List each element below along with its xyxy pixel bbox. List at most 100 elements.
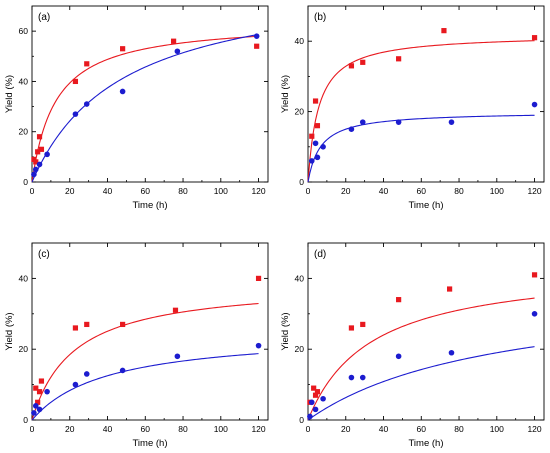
x-tick-label: 20 bbox=[341, 186, 351, 196]
plot-frame bbox=[307, 5, 545, 183]
x-tick-label: 20 bbox=[341, 424, 351, 434]
data-point-square bbox=[348, 63, 355, 69]
data-point-square bbox=[309, 133, 315, 139]
data-point-square bbox=[447, 286, 453, 292]
x-tick-label: 40 bbox=[103, 186, 113, 196]
data-point-square bbox=[312, 392, 319, 398]
x-tick-label: 120 bbox=[527, 186, 541, 196]
fit-curve-red bbox=[31, 35, 259, 183]
x-tick-label: 0 bbox=[306, 186, 311, 196]
x-tick-label: 80 bbox=[178, 424, 188, 434]
x-tick-label: 80 bbox=[178, 186, 188, 196]
data-point-square bbox=[254, 43, 260, 49]
data-point-circle bbox=[314, 154, 321, 161]
y-tick-label: 0 bbox=[299, 415, 304, 425]
data-point-circle bbox=[531, 311, 538, 317]
fit-curve-blue bbox=[31, 353, 259, 421]
x-tick-label: 100 bbox=[214, 424, 228, 434]
plot-frame bbox=[31, 5, 269, 183]
x-tick-label: 100 bbox=[490, 186, 504, 196]
data-point-square bbox=[33, 385, 39, 391]
data-point-circle bbox=[32, 403, 39, 409]
data-point-circle bbox=[448, 349, 455, 356]
data-point-square bbox=[171, 38, 177, 44]
y-axis-title: Yield (%) bbox=[4, 312, 15, 350]
data-point-circle bbox=[348, 374, 355, 381]
y-tick-label: 40 bbox=[295, 36, 305, 46]
panel-label: (d) bbox=[314, 249, 326, 260]
data-point-square bbox=[84, 61, 90, 67]
data-point-square bbox=[255, 275, 262, 281]
data-point-circle bbox=[83, 371, 90, 377]
data-point-circle bbox=[312, 140, 319, 147]
chart-panel-3: 0 20 40 60 80 100 120 0 20 40 Time (h) Yield (%) (c) bbox=[4, 242, 269, 449]
x-tick-label: 100 bbox=[214, 186, 228, 196]
y-tick-label: 60 bbox=[19, 26, 29, 36]
data-point-square bbox=[35, 149, 41, 155]
fit-curve-blue bbox=[307, 114, 535, 183]
x-tick-label: 40 bbox=[379, 424, 389, 434]
data-point-square bbox=[396, 297, 402, 303]
data-point-circle bbox=[119, 88, 126, 95]
y-tick-label: 40 bbox=[295, 273, 305, 283]
data-point-circle bbox=[83, 101, 90, 107]
data-point-circle bbox=[174, 353, 181, 360]
data-point-square bbox=[36, 134, 43, 140]
y-tick-label: 20 bbox=[295, 344, 305, 354]
data-point-square bbox=[72, 78, 79, 85]
x-axis-title: Time (h) bbox=[408, 438, 443, 449]
x-tick-label: 120 bbox=[527, 424, 541, 434]
data-point-circle bbox=[448, 119, 455, 125]
data-point-circle bbox=[359, 374, 366, 381]
data-point-circle bbox=[359, 119, 366, 125]
data-point-circle bbox=[72, 381, 79, 388]
data-point-circle bbox=[44, 151, 50, 158]
y-tick-label: 20 bbox=[295, 107, 305, 117]
y-axis-title: Yield (%) bbox=[4, 75, 15, 113]
data-point-square bbox=[314, 123, 321, 129]
data-point-circle bbox=[348, 126, 355, 132]
y-tick-label: 20 bbox=[19, 127, 29, 137]
data-point-square bbox=[120, 321, 126, 328]
data-point-circle bbox=[320, 144, 326, 150]
data-point-square bbox=[531, 272, 538, 278]
y-tick-label: 20 bbox=[19, 344, 29, 354]
x-tick-label: 20 bbox=[65, 424, 75, 434]
data-point-circle bbox=[395, 353, 402, 360]
chart-panel-4: 0 20 40 60 80 100 120 0 20 40 Time (h) Yield (%) (d) bbox=[280, 242, 545, 449]
data-point-square bbox=[312, 98, 319, 104]
data-point-circle bbox=[531, 101, 538, 108]
data-point-square bbox=[360, 321, 366, 328]
fit-curve-red bbox=[31, 302, 259, 421]
fit-curve-blue bbox=[31, 33, 259, 183]
data-point-square bbox=[314, 389, 321, 395]
y-tick-label: 0 bbox=[23, 415, 28, 425]
data-point-square bbox=[172, 307, 179, 313]
data-point-circle bbox=[72, 111, 79, 117]
data-point-circle bbox=[31, 171, 37, 178]
x-tick-label: 60 bbox=[141, 424, 151, 434]
data-point-square bbox=[72, 325, 79, 331]
x-tick-label: 0 bbox=[30, 186, 35, 196]
chart-panel-1: 0 20 40 60 80 100 120 0 20 40 60 Time (h) Yield (%) (… bbox=[4, 5, 269, 211]
data-point-square bbox=[38, 378, 45, 384]
plot-frame bbox=[307, 242, 545, 421]
data-point-square bbox=[120, 46, 126, 52]
data-point-square bbox=[311, 385, 317, 391]
panel-label: (a) bbox=[38, 12, 50, 23]
x-tick-label: 120 bbox=[251, 424, 265, 434]
x-tick-label: 120 bbox=[251, 186, 265, 196]
data-point-square bbox=[348, 325, 355, 331]
panel-label: (c) bbox=[38, 249, 50, 260]
x-axis-title: Time (h) bbox=[132, 438, 167, 449]
x-tick-label: 0 bbox=[30, 424, 35, 434]
data-point-circle bbox=[308, 399, 315, 406]
data-point-square bbox=[33, 159, 39, 165]
data-point-circle bbox=[308, 158, 315, 164]
data-point-square bbox=[84, 321, 90, 328]
x-axis-title: Time (h) bbox=[408, 200, 443, 211]
x-tick-label: 60 bbox=[141, 186, 151, 196]
data-point-square bbox=[531, 35, 538, 41]
x-tick-label: 40 bbox=[379, 186, 389, 196]
